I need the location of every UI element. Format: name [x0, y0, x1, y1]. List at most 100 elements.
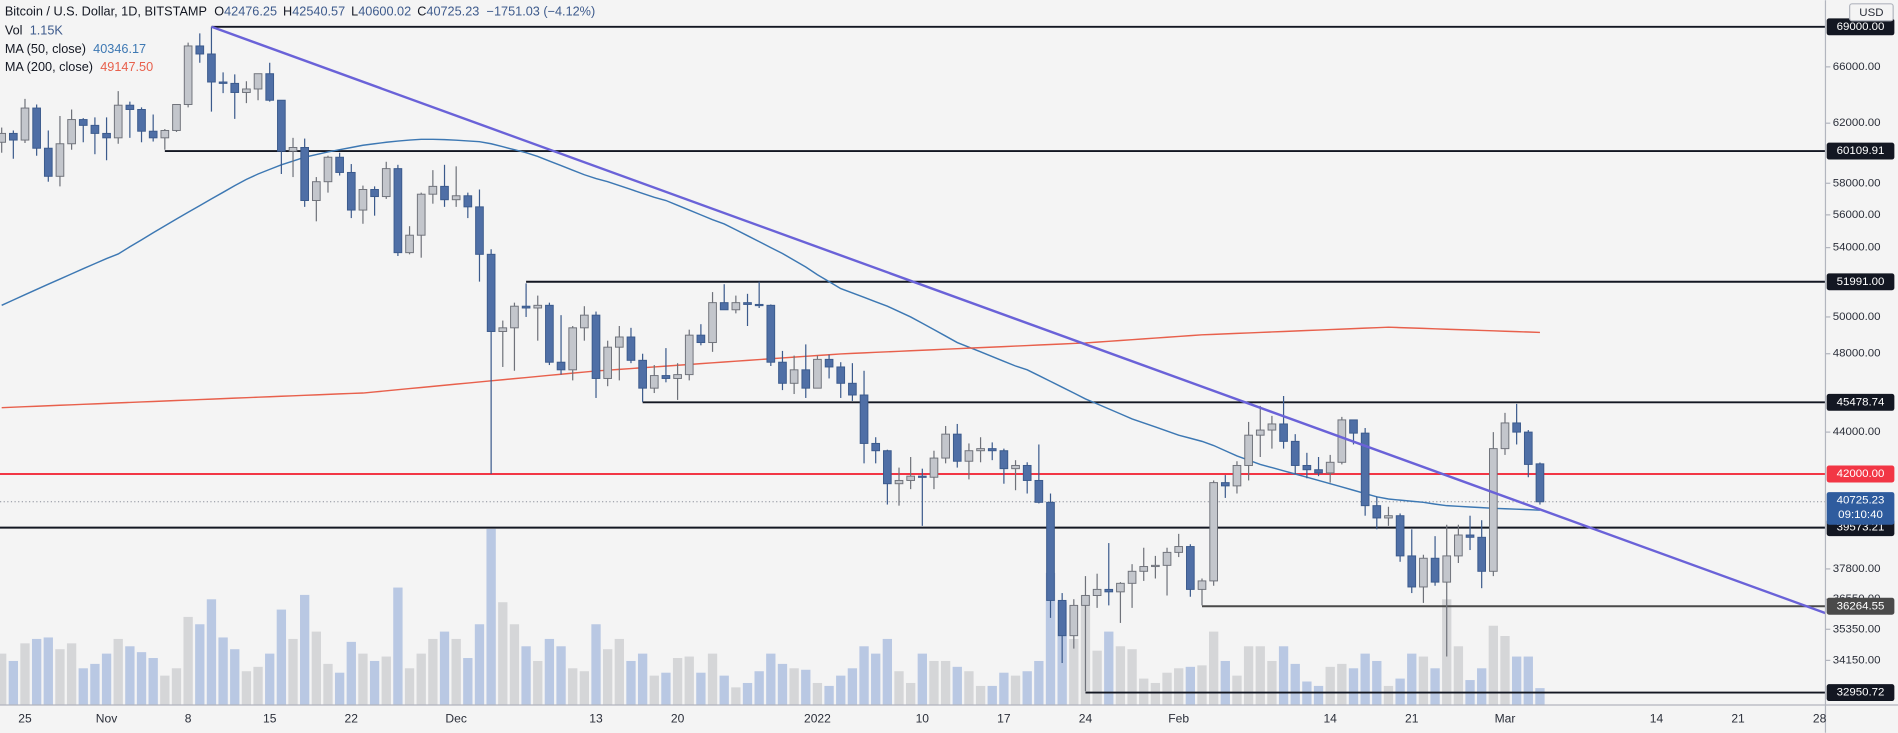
candle-body [1139, 566, 1149, 572]
volume-bar [952, 666, 962, 705]
volume-bar [684, 656, 694, 705]
volume-bar [1243, 646, 1254, 705]
volume-bar [90, 663, 100, 705]
volume-bar [439, 631, 450, 705]
volume-bar [964, 671, 974, 705]
volume-bar [486, 528, 496, 705]
candle-body [941, 433, 950, 459]
candle-body [0, 132, 7, 143]
level-tag [1826, 142, 1895, 160]
candle-body [1372, 505, 1382, 519]
volume-bar [661, 672, 671, 705]
candle-body [649, 375, 659, 389]
candle-body [1489, 448, 1498, 572]
candle-body [277, 99, 286, 152]
candle-body [393, 168, 403, 254]
volume-bar [474, 624, 485, 705]
volume-bar [1325, 666, 1335, 705]
candle-body [871, 442, 881, 452]
candle-body [1255, 429, 1265, 436]
volume-bar [1383, 685, 1394, 705]
trend-line [211, 25, 1826, 615]
volume-bar [917, 653, 927, 705]
high-value: 42540.57 [292, 5, 345, 19]
candle-body [766, 304, 776, 363]
candle-body [813, 358, 822, 389]
candle-body [1535, 463, 1545, 503]
ma-line [1, 138, 1540, 511]
volume-bar [1022, 671, 1032, 705]
candle-body [451, 195, 461, 201]
candle-body [405, 234, 414, 254]
volume-bar [1232, 675, 1242, 705]
y-tick-label: 50000.00 [1833, 311, 1881, 323]
volume-bar [882, 638, 893, 705]
volume-name: Vol [5, 24, 23, 38]
volume-bar [1267, 660, 1277, 705]
volume-bar [218, 637, 228, 705]
volume-bar [1185, 666, 1196, 705]
volume-bar [894, 671, 904, 705]
volume-value: 1.15K [30, 24, 64, 38]
candle-body [1465, 534, 1475, 538]
volume-bar [358, 653, 368, 705]
candle-body [78, 119, 88, 126]
volume-bar [579, 671, 590, 705]
candle-body [580, 314, 589, 329]
candle-body [719, 302, 729, 311]
volume-bar [1220, 660, 1230, 705]
volume-bar [1150, 682, 1161, 705]
candle-body [1442, 555, 1452, 583]
volume-bar [696, 672, 706, 705]
candle-body [475, 206, 484, 255]
candle-body [568, 327, 578, 371]
candle-body [1197, 580, 1207, 590]
low-value: 40600.02 [358, 5, 411, 19]
volume-bar [824, 685, 834, 705]
candle-body [1057, 599, 1067, 637]
last-price-label: 40725.23 [1837, 495, 1885, 507]
volume-bar [183, 616, 193, 705]
candle-body [1127, 570, 1137, 584]
candle-body [9, 132, 18, 141]
candle-body [358, 189, 368, 211]
volume-bar [1208, 631, 1219, 705]
candle-body [521, 305, 531, 309]
candle-body [148, 130, 158, 139]
volume-bar [1069, 638, 1079, 705]
y-tick-label: 66000.00 [1833, 61, 1881, 73]
candle-body [428, 185, 438, 195]
x-tick-label: 13 [589, 712, 603, 726]
volume-bar [871, 653, 881, 705]
unit-box[interactable] [1849, 3, 1894, 22]
candle-body [1290, 440, 1300, 466]
level-tag-label: 32950.72 [1837, 687, 1885, 699]
candle-body [370, 189, 379, 198]
volume-bar [1477, 668, 1487, 705]
candle-body [533, 304, 543, 309]
volume-bar [101, 653, 112, 705]
level-tag [1826, 18, 1895, 36]
volume-bar [801, 669, 811, 705]
candle-body [1302, 464, 1312, 471]
low-label: L [351, 5, 358, 19]
y-tick-label: 62000.00 [1833, 117, 1881, 129]
candle-body [218, 81, 228, 84]
symbol: Bitcoin / U.S. Dollar, 1D, BITSTAMP [5, 5, 207, 19]
candle-body [1512, 422, 1521, 433]
volume-bar [905, 682, 916, 705]
axis-unit[interactable]: USD [1859, 7, 1883, 19]
candle-body [230, 82, 240, 93]
volume-bar [987, 685, 997, 705]
x-tick-label: Dec [445, 712, 466, 726]
candle-body [416, 193, 426, 236]
volume-bar [498, 602, 508, 705]
candle-body [999, 450, 1009, 470]
volume-bar [742, 682, 753, 705]
volume-bar [416, 653, 426, 705]
candle-body [824, 358, 834, 368]
volume-bar [568, 668, 578, 705]
level-tag [1826, 273, 1895, 291]
candle-body [952, 433, 962, 462]
